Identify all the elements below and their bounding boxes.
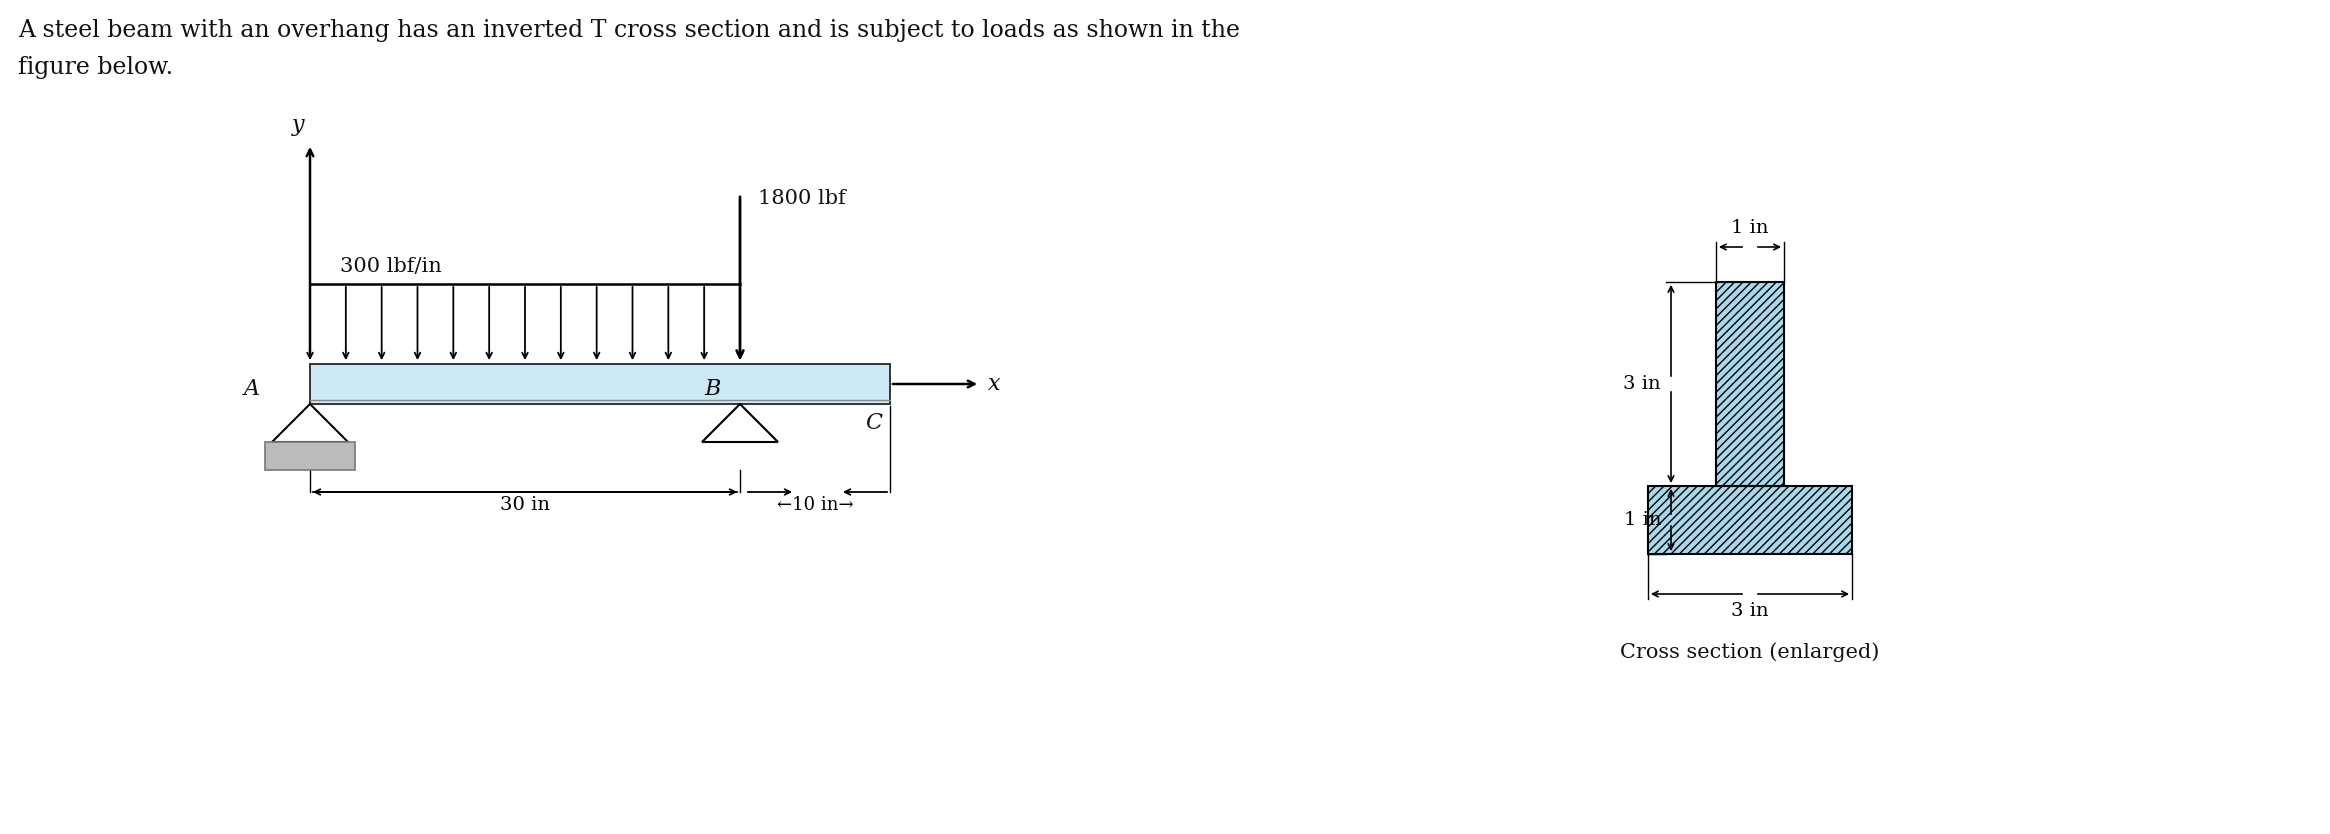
- Text: 1800 lbf: 1800 lbf: [757, 189, 846, 208]
- Text: Cross section (enlarged): Cross section (enlarged): [1619, 642, 1880, 661]
- Bar: [1647, 486, 1852, 554]
- Text: C: C: [864, 412, 883, 434]
- Polygon shape: [273, 404, 347, 442]
- Text: figure below.: figure below.: [19, 56, 172, 79]
- Text: 3 in: 3 in: [1624, 375, 1661, 393]
- Text: y: y: [291, 114, 305, 136]
- Text: B: B: [704, 378, 720, 400]
- Polygon shape: [701, 404, 778, 442]
- Text: 1 in: 1 in: [1624, 511, 1661, 529]
- Bar: [266, 442, 354, 470]
- Text: 300 lbf/in: 300 lbf/in: [340, 257, 443, 276]
- Bar: [1715, 282, 1785, 486]
- Text: 3 in: 3 in: [1731, 602, 1768, 620]
- Text: ←10 in→: ←10 in→: [776, 496, 853, 514]
- Text: A: A: [245, 378, 261, 400]
- Text: x: x: [988, 373, 1000, 395]
- Text: 1 in: 1 in: [1731, 219, 1768, 237]
- Bar: [310, 364, 890, 404]
- Text: A steel beam with an overhang has an inverted T cross section and is subject to : A steel beam with an overhang has an inv…: [19, 19, 1240, 42]
- Text: 30 in: 30 in: [501, 496, 550, 514]
